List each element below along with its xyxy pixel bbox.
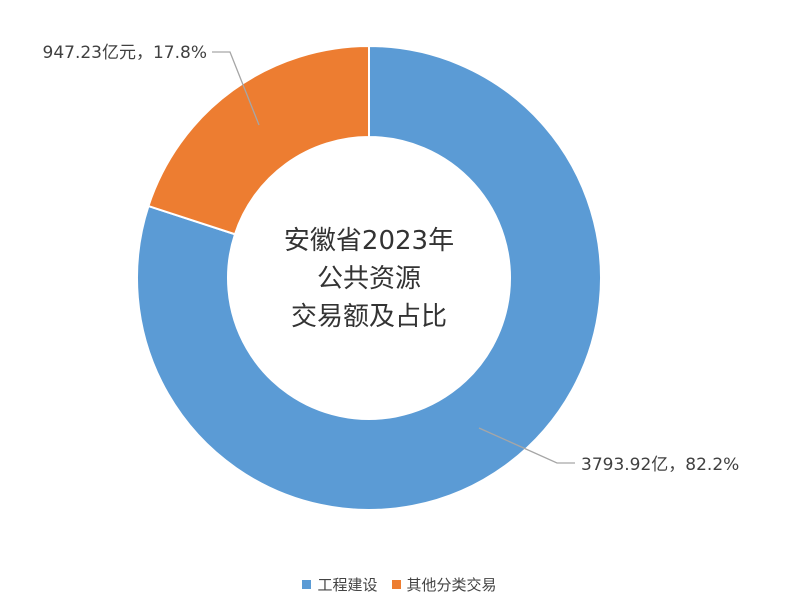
legend-swatch-engineering <box>302 580 312 589</box>
legend-swatch-other <box>391 580 401 589</box>
legend-item-engineering: 工程建设 <box>302 574 378 595</box>
legend-label-other: 其他分类交易 <box>406 576 497 594</box>
title-line-3: 交易额及占比 <box>290 302 447 332</box>
legend-label-engineering: 工程建设 <box>317 576 378 594</box>
leader-lines <box>212 51 575 464</box>
title-line-2: 公共资源 <box>316 264 421 294</box>
legend-item-other: 其他分类交易 <box>391 574 497 595</box>
data-labels: 3793.92亿，82.2% 947.23亿元，17.8% <box>43 43 740 475</box>
legend: 工程建设 其他分类交易 <box>0 574 799 595</box>
leader-line-engineering <box>478 427 575 464</box>
slice-engineering <box>136 44 602 511</box>
leader-line-other <box>212 51 260 126</box>
donut-slices <box>136 44 602 511</box>
data-label-other: 947.23亿元，17.8% <box>43 43 208 63</box>
slice-other <box>147 44 370 236</box>
data-label-engineering: 3793.92亿，82.2% <box>581 455 739 475</box>
chart-title: 安徽省2023年 公共资源 交易额及占比 <box>234 222 504 336</box>
title-line-1: 安徽省2023年 <box>283 226 455 256</box>
